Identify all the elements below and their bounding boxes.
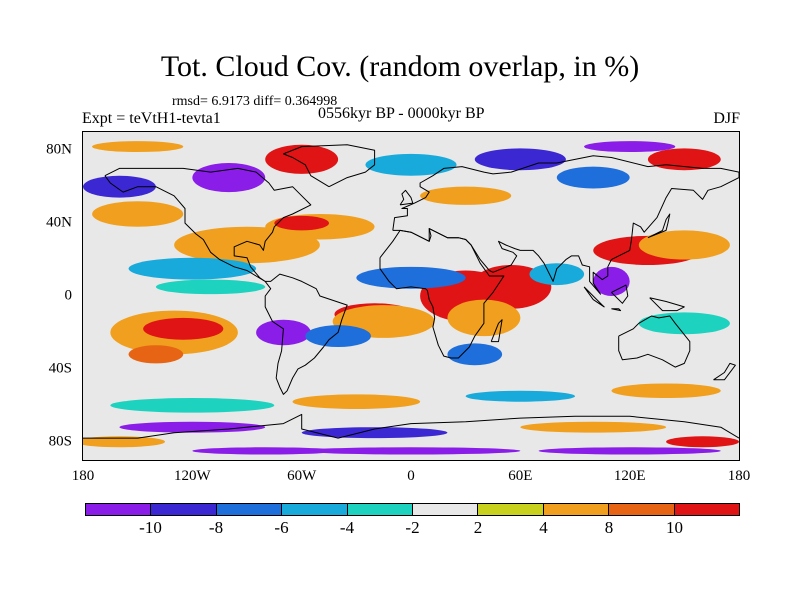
coastline-9 [583,286,605,308]
x-tick-label: 180 [71,468,95,484]
anomaly-patch-32 [584,141,676,153]
anomaly-patch-35 [465,390,575,402]
anomaly-patch-26 [365,153,457,176]
anomaly-patch-33 [110,398,275,413]
coastline-1 [264,273,348,395]
anomaly-patch-30 [420,186,512,205]
colorbar-level-label: 4 [539,518,548,537]
anomaly-patch-27 [474,148,566,171]
map-canvas [83,132,739,460]
coastline-4 [618,315,691,368]
x-tick-label: 60E [508,468,533,484]
colorbar-box-9 [674,504,740,515]
colorbar-level-label: -10 [139,518,162,537]
coastline-5 [282,144,376,188]
x-tick-label: 120W [173,468,211,484]
colorbar-box-3 [282,504,348,515]
coastline-10 [611,308,622,312]
x-tick-label: 0 [407,468,415,484]
colorbar-level-label: -2 [405,518,420,537]
map-title: Tot. Cloud Cov. (random overlap, in %) [160,50,640,83]
anomaly-patch-23 [83,175,156,198]
anomaly-patch-38 [301,427,448,439]
anomaly-patch-13 [92,201,184,227]
x-tick-label: 180 [727,468,751,484]
anomaly-patch-34 [292,394,421,409]
coastline-12 [649,297,685,312]
colorbar-box-7 [543,504,610,515]
anomaly-patch-42 [301,447,521,455]
coastline-3 [379,228,505,359]
colorbar-level-label: -8 [208,518,224,537]
anomaly-patch-12 [274,215,329,231]
y-tick-label: 80S [48,433,72,450]
colorbar-level-label: -4 [339,518,355,537]
colorbar-box-6 [478,504,544,515]
anomaly-patch-18 [529,263,585,286]
colorbar-level-label: 10 [666,518,683,537]
anomaly-patch-28 [556,166,630,189]
colorbar-box-4 [347,504,414,515]
period-label: 0556kyr BP - 0000kyr BP [318,105,485,122]
anomaly-patch-31 [92,141,184,153]
colorbar-box-1 [151,504,217,515]
map-panel [82,131,740,461]
anomaly-patch-22 [638,312,730,335]
anomaly-patch-15 [305,325,371,348]
anomaly-patch-40 [666,436,739,448]
y-tick-label: 0 [64,287,73,304]
colorbar-level-label: -6 [274,518,289,537]
anomaly-patch-37 [119,421,266,433]
anomaly-patch-25 [265,144,339,174]
coastline-14 [83,413,739,439]
anomaly-patch-19 [356,266,466,289]
anomaly-patch-2 [128,345,184,364]
y-tick-label: 40N [46,214,72,231]
anomaly-patch-9 [638,230,730,260]
coastline-11 [611,284,629,304]
stats-label: rmsd= 6.9173 diff= 0.364998 [172,94,338,109]
coastline-7 [647,213,671,239]
coastline-13 [713,362,736,381]
coastline-2 [392,155,739,295]
experiment-label: Expt = teVtH1-tevta1 [82,110,221,127]
y-tick-label: 40S [48,360,72,377]
colorbar-box-8 [609,504,675,515]
coastline-8 [399,189,414,206]
anomaly-patch-20 [128,257,257,280]
colorbar [85,503,740,516]
anomaly-patch-44 [538,447,721,455]
anomaly-patch-41 [83,436,165,448]
anomaly-patch-24 [192,162,266,193]
x-tick-label: 60W [287,468,317,484]
coastline-0 [104,167,312,282]
anomaly-patch-36 [611,383,721,399]
y-tick-label: 80N [46,141,72,158]
colorbar-box-5 [413,504,479,515]
anomaly-patch-16 [447,343,503,366]
colorbar-level-label: 8 [604,518,614,537]
x-tick-label: 120E [613,468,646,484]
colorbar-level-label: 2 [473,518,483,537]
colorbar-box-0 [86,504,152,515]
colorbar-box-2 [216,504,283,515]
anomaly-patch-21 [155,279,266,295]
season-label: DJF [713,110,740,127]
anomaly-patch-17 [593,266,630,296]
anomaly-patch-1 [143,317,224,340]
anomaly-patch-39 [520,421,667,433]
coastline-6 [490,319,503,343]
anomaly-patch-43 [192,447,339,455]
